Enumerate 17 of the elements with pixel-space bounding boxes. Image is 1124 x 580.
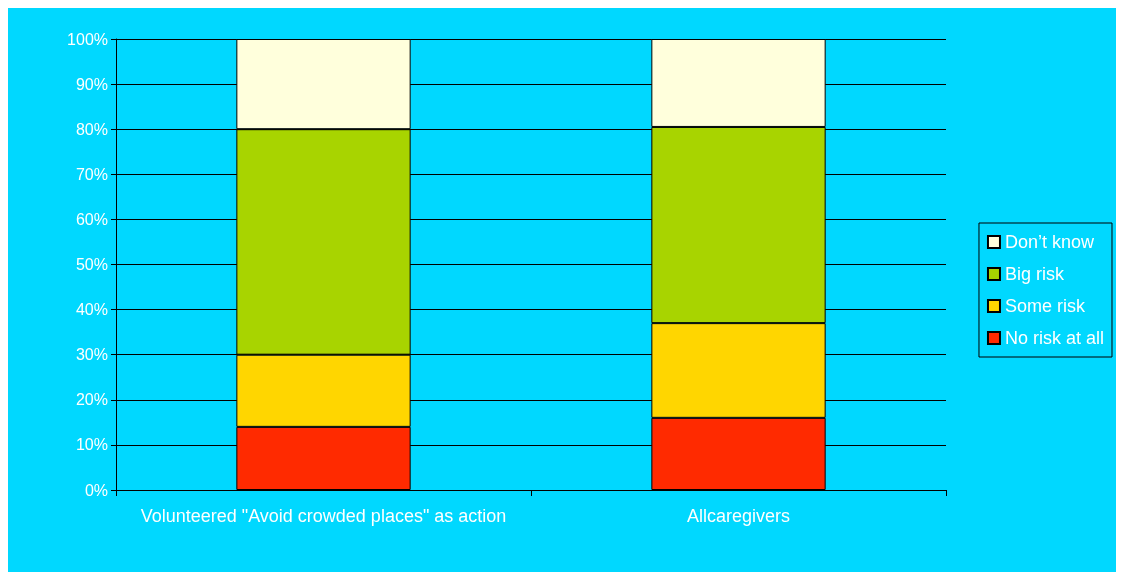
y-tick-label: 100% xyxy=(67,30,108,48)
y-tick-label: 0% xyxy=(84,481,108,499)
y-tick-label: 20% xyxy=(75,391,108,409)
legend-label: Big risk xyxy=(1004,264,1065,284)
legend-label: No risk at all xyxy=(1004,328,1104,348)
y-tick-label: 60% xyxy=(75,210,108,228)
y-tick-label: 30% xyxy=(75,346,108,364)
x-tick-label: Volunteered "Avoid crowded places" as action xyxy=(140,506,507,526)
y-tick-label: 50% xyxy=(75,256,108,273)
legend-label: Don’t know xyxy=(1004,232,1096,252)
y-tick-label: 90% xyxy=(75,75,108,93)
legend-label: Some risk xyxy=(1004,296,1086,316)
y-tick-label: 10% xyxy=(75,436,108,454)
y-tick-label: 80% xyxy=(75,120,108,138)
y-tick-label: 40% xyxy=(75,301,108,319)
x-tick-label: Allcaregivers xyxy=(686,506,791,526)
y-tick-label: 70% xyxy=(75,165,108,183)
